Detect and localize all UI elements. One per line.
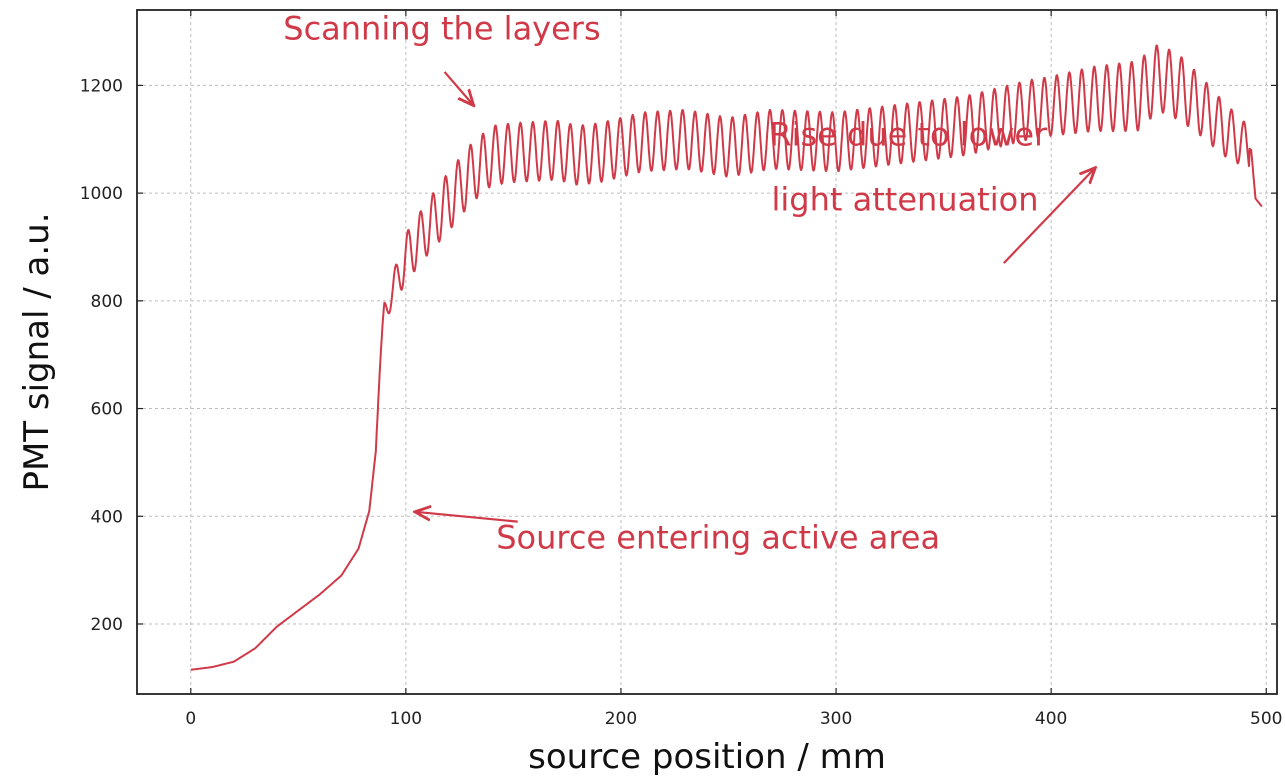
annotation-arrow [1003, 169, 1094, 264]
annotation-label: Scanning the layers [283, 10, 600, 48]
x-tick-label: 400 [1035, 709, 1067, 729]
x-tick-label: 0 [185, 709, 196, 729]
y-tick-label: 1200 [80, 76, 123, 96]
annotation-arrow [443, 71, 473, 104]
y-tick-label: 200 [91, 615, 123, 635]
y-tick-label: 1000 [80, 184, 123, 204]
y-axis-title: PMT signal / a.u. [17, 212, 57, 491]
x-tick-label: 300 [820, 709, 852, 729]
axis-ticks [137, 10, 1277, 694]
grid [137, 10, 1277, 694]
y-tick-label: 400 [91, 507, 123, 527]
annotation-arrow [417, 512, 518, 523]
series-line [190, 44, 1263, 671]
x-tick-label: 500 [1250, 709, 1282, 729]
plot-frame [136, 9, 1278, 695]
y-tick-label: 800 [91, 292, 123, 312]
x-tick-label: 200 [605, 709, 637, 729]
annotation-label: Source entering active area [496, 519, 940, 557]
annotations: Scanning the layers Rise due to lower ligh… [283, 10, 1094, 557]
x-tick-label: 100 [390, 709, 422, 729]
x-axis-title: source position / mm [528, 737, 886, 777]
annotation-label: light attenuation [772, 180, 1039, 218]
annotation-label: Rise due to lower [769, 116, 1048, 154]
y-tick-label: 600 [91, 400, 123, 420]
tick-labels: 0 100 200 300 400 500 200 400 600 800 1000 1200 [80, 76, 1283, 729]
